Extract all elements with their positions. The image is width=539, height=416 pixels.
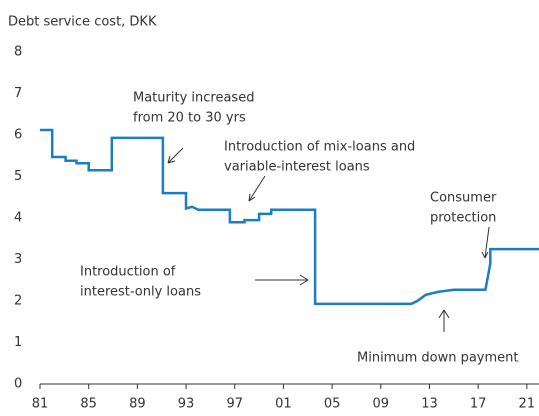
x-tick-label: 01 [275,397,292,412]
annotation: from 20 to 30 yrs [133,111,246,126]
x-tick-label: 05 [324,397,341,412]
y-tick-label: 1 [14,335,22,350]
annotation: variable-interest loans [224,160,370,175]
annotation: protection [430,211,496,226]
annotation: interest-only loans [80,285,201,300]
annotation: Minimum down payment [357,351,519,366]
x-tick-label: 97 [226,397,243,412]
x-tick-label: 17 [470,397,487,412]
y-tick-label: 8 [14,45,22,60]
x-tick-label: 81 [32,397,49,412]
x-tick-label: 85 [80,397,97,412]
y-axis-label: Debt service cost, DKK [8,15,157,30]
x-tick-label: 21 [519,397,536,412]
x-tick-label: 89 [129,397,146,412]
annotation: Consumer [430,191,497,206]
annotation: Introduction of [80,265,176,280]
x-tick-label: 09 [373,397,390,412]
y-tick-label: 5 [14,169,22,184]
y-tick-label: 2 [14,294,22,309]
y-tick-label: 6 [14,128,22,143]
y-tick-label: 3 [14,252,22,267]
x-tick-label: 13 [421,397,438,412]
line [40,128,539,306]
x-tick-label: 93 [178,397,195,412]
annotation: Introduction of mix-loans and [224,140,415,155]
y-tick-label: 7 [14,86,22,101]
y-tick-label: 0 [14,377,22,392]
arrows [167,147,490,332]
annotation: Maturity increased [133,91,254,106]
y-tick-label: 4 [14,211,22,226]
